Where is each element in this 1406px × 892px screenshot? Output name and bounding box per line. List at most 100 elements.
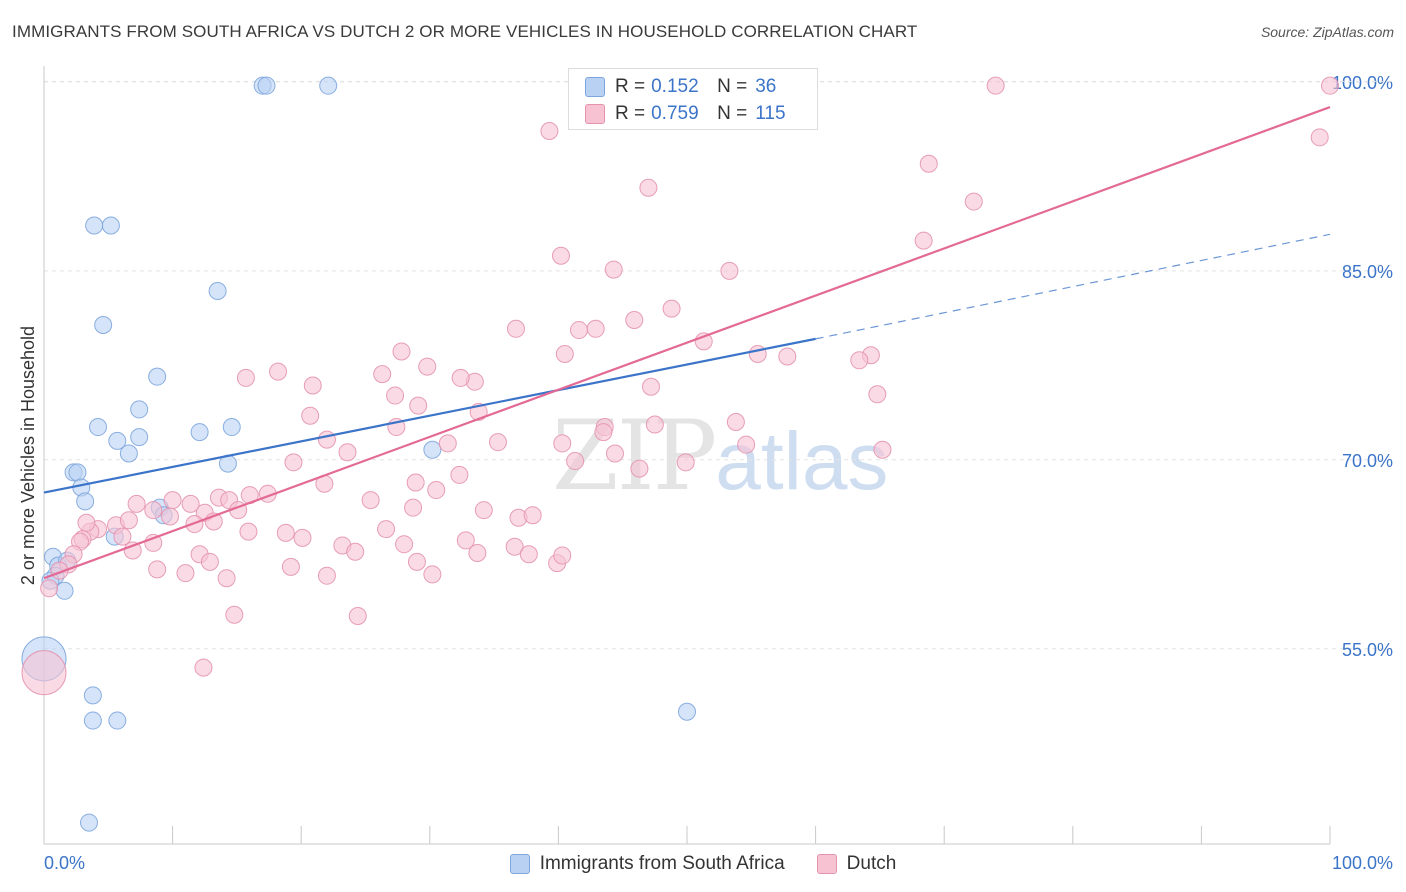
data-point <box>281 557 300 576</box>
data-point <box>873 440 892 459</box>
data-point <box>505 537 524 556</box>
series-blue-points <box>21 76 696 832</box>
data-point <box>919 154 938 173</box>
n-label: N = <box>717 103 748 124</box>
data-point <box>641 377 660 396</box>
data-point <box>645 415 664 434</box>
data-point <box>108 711 127 730</box>
data-point <box>986 76 1005 95</box>
data-point <box>778 347 797 366</box>
data-point <box>1321 76 1339 95</box>
data-point <box>200 552 219 571</box>
data-point <box>319 76 338 95</box>
data-point <box>113 527 132 546</box>
data-point <box>964 192 983 211</box>
data-point <box>678 702 696 721</box>
data-point <box>423 565 442 584</box>
stats-row-dutch: R = 0.759 N = 115 <box>585 102 786 126</box>
data-point <box>594 423 613 442</box>
data-point <box>555 344 574 363</box>
data-point <box>94 316 113 335</box>
data-point <box>303 376 322 395</box>
data-point <box>427 481 446 500</box>
data-point <box>488 433 507 452</box>
data-point <box>605 444 624 463</box>
legend-label: Immigrants from South Africa <box>539 853 785 874</box>
data-point <box>257 76 276 95</box>
data-point <box>404 498 423 517</box>
y-tick-label: 70.0% <box>1342 451 1393 471</box>
r-label: R = <box>615 76 646 97</box>
data-point <box>474 501 493 520</box>
data-point <box>101 216 120 235</box>
data-point <box>284 453 303 472</box>
source-label: Source: ZipAtlas.com <box>1260 24 1394 40</box>
data-point <box>144 501 163 520</box>
stats-row-south-africa: R = 0.152 N = 36 <box>585 75 776 99</box>
r-value: 0.759 <box>651 103 699 124</box>
data-point <box>456 531 475 550</box>
legend-item-dutch[interactable]: Dutch <box>816 853 896 875</box>
blue-swatch <box>509 854 530 874</box>
pink-swatch <box>816 854 837 874</box>
pink-swatch <box>585 104 605 124</box>
data-point <box>77 513 96 532</box>
data-point <box>418 357 437 376</box>
watermark-atlas: atlas <box>715 416 889 507</box>
trend-line-blue <box>43 337 816 494</box>
stats-legend: R = 0.152 N = 36 R = 0.759 N = 115 <box>568 68 818 130</box>
data-point <box>540 122 559 141</box>
data-point <box>392 342 411 361</box>
data-point <box>406 473 425 492</box>
data-point <box>76 492 95 511</box>
data-point <box>68 463 87 482</box>
data-point <box>625 310 644 329</box>
data-point <box>395 535 414 554</box>
data-point <box>468 544 487 563</box>
r-label: R = <box>615 103 646 124</box>
data-point <box>438 434 457 453</box>
data-point <box>407 552 426 571</box>
data-point <box>676 453 695 472</box>
data-point <box>317 430 336 449</box>
data-point <box>301 406 320 425</box>
n-label: N = <box>717 76 748 97</box>
legend-item-south-africa[interactable]: Immigrants from South Africa <box>509 853 785 875</box>
data-point <box>108 431 127 450</box>
data-point <box>176 564 195 583</box>
data-point <box>748 344 767 363</box>
data-point <box>639 178 658 197</box>
data-point <box>190 423 209 442</box>
data-point <box>551 246 570 265</box>
data-point <box>83 711 102 730</box>
data-point <box>386 386 405 405</box>
x-tick-label: 0.0% <box>44 853 85 873</box>
data-point <box>450 465 469 484</box>
data-point <box>604 260 623 279</box>
data-point <box>553 546 572 565</box>
data-point <box>119 444 138 463</box>
data-point <box>40 579 59 598</box>
data-point <box>569 321 588 340</box>
data-point <box>346 542 365 561</box>
data-point <box>317 566 336 585</box>
data-point <box>217 569 236 588</box>
data-point <box>85 216 104 235</box>
data-point <box>850 351 869 370</box>
data-point <box>506 319 525 338</box>
data-point <box>720 261 739 280</box>
data-point <box>523 506 542 525</box>
trend-line-extension-blue <box>815 233 1331 340</box>
data-point <box>130 400 149 419</box>
data-point <box>236 368 255 387</box>
y-tick-label: 100.0% <box>1332 73 1393 93</box>
data-point <box>662 299 681 318</box>
n-value: 115 <box>755 103 786 124</box>
data-point <box>361 491 380 510</box>
data-point <box>161 507 180 526</box>
data-point <box>148 560 167 579</box>
data-point <box>409 396 428 415</box>
data-point <box>377 520 396 539</box>
data-point <box>83 686 102 705</box>
